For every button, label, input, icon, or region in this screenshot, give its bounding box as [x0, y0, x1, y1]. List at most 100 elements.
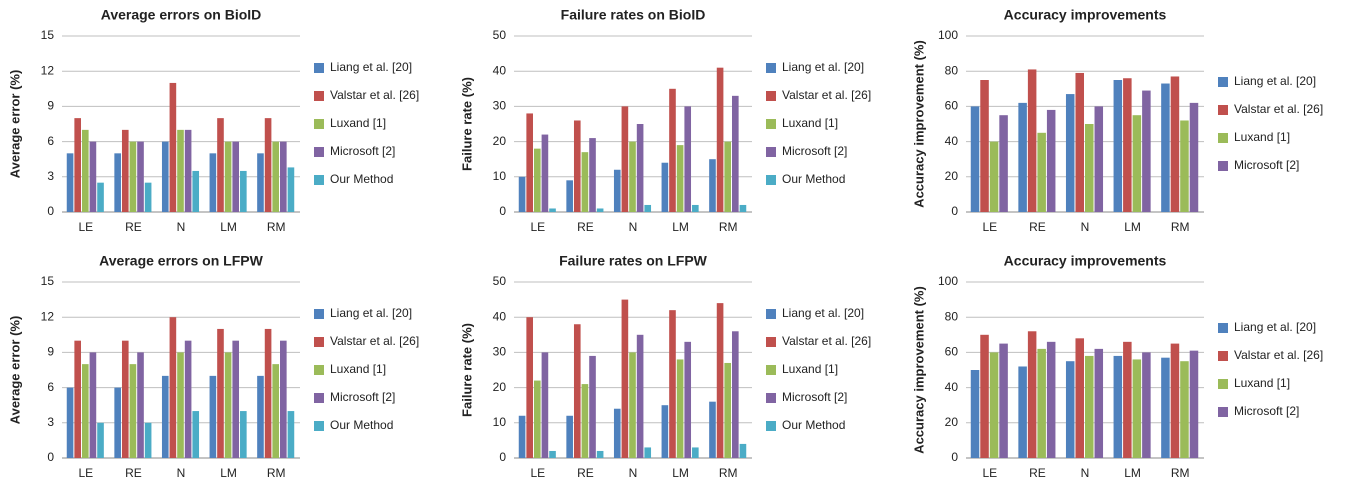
bar: [257, 153, 264, 212]
y-tick-label: 20: [945, 169, 959, 183]
bar: [533, 380, 541, 458]
legend-swatch: [766, 337, 776, 347]
legend-label: Microsoft [2]: [782, 144, 847, 158]
chart-title: Average errors on BioID: [101, 7, 262, 23]
bar: [676, 145, 684, 212]
legend-swatch: [314, 365, 324, 375]
bar: [716, 67, 724, 213]
y-tick-label: 3: [47, 169, 54, 183]
y-tick-label: 40: [945, 380, 959, 394]
bar: [581, 152, 589, 212]
y-tick-label: 60: [945, 345, 959, 359]
legend-label: Liang et al. [20]: [330, 60, 412, 74]
legend-swatch: [1218, 77, 1228, 87]
bar: [217, 118, 224, 212]
x-tick-label: RE: [125, 220, 142, 234]
bar: [596, 450, 604, 458]
bar: [144, 182, 152, 212]
bar: [224, 352, 232, 458]
bar: [240, 411, 247, 458]
legend-swatch: [314, 421, 324, 431]
bar: [573, 324, 581, 458]
bar: [970, 370, 980, 458]
y-tick-label: 0: [47, 204, 54, 218]
legend-label: Microsoft [2]: [330, 144, 395, 158]
bar: [1142, 90, 1151, 212]
bar: [287, 167, 295, 212]
y-tick-label: 20: [493, 380, 507, 394]
y-tick-label: 20: [945, 415, 959, 429]
bar: [581, 384, 589, 458]
legend-swatch: [314, 147, 324, 157]
legend-label: Luxand [1]: [1234, 130, 1290, 144]
bar: [709, 401, 716, 458]
y-tick-label: 80: [945, 309, 959, 323]
bar: [1094, 348, 1104, 458]
legend-swatch: [766, 175, 776, 185]
bar: [264, 328, 272, 458]
bar: [669, 310, 676, 458]
y-tick-label: 40: [945, 134, 959, 148]
chart-title: Failure rates on BioID: [561, 7, 706, 23]
bar: [566, 415, 573, 458]
bar: [676, 359, 684, 458]
bar: [989, 352, 999, 458]
bar: [1170, 76, 1180, 212]
y-tick-label: 10: [493, 415, 507, 429]
bar: [161, 375, 169, 458]
bar: [613, 169, 621, 212]
bar: [224, 141, 232, 212]
x-tick-label: RM: [719, 220, 738, 234]
chart: Failure rates on BioID Failure rate (%) 0 1…: [459, 7, 871, 234]
legend-label: Our Method: [782, 418, 845, 432]
legend-swatch: [766, 365, 776, 375]
legend-swatch: [766, 309, 776, 319]
bar: [644, 204, 652, 212]
y-axis-label: Failure rate (%): [459, 77, 474, 171]
bar: [1085, 124, 1094, 212]
x-tick-label: LE: [78, 466, 93, 480]
y-tick-label: 15: [41, 28, 55, 42]
bar: [89, 141, 97, 212]
bar: [573, 120, 581, 212]
y-tick-label: 15: [41, 274, 55, 288]
bar: [1161, 357, 1170, 458]
bar: [1189, 350, 1199, 458]
y-tick-label: 9: [47, 345, 54, 359]
chart: Accuracy improvements Accuracy improvemen…: [911, 253, 1323, 480]
x-tick-label: LE: [982, 220, 997, 234]
bar: [636, 124, 644, 212]
legend-label: Our Method: [782, 172, 845, 186]
bar: [1113, 355, 1123, 458]
bar: [526, 317, 533, 458]
bar: [209, 375, 217, 458]
bar: [81, 129, 89, 212]
bar: [692, 204, 699, 212]
x-tick-label: N: [1081, 220, 1090, 234]
y-tick-label: 100: [938, 274, 958, 288]
y-tick-label: 10: [493, 169, 507, 183]
bar: [661, 405, 669, 458]
bar: [709, 159, 716, 212]
legend-label: Microsoft [2]: [330, 390, 395, 404]
legend-label: Luxand [1]: [782, 116, 838, 130]
bar: [621, 106, 629, 212]
x-tick-label: LM: [672, 466, 689, 480]
bar: [1018, 102, 1027, 212]
bar: [724, 141, 732, 212]
bar: [549, 450, 556, 458]
y-tick-label: 0: [499, 450, 506, 464]
legend-swatch: [766, 421, 776, 431]
legend-swatch: [1218, 161, 1228, 171]
x-tick-label: LM: [1124, 220, 1141, 234]
bar: [184, 129, 192, 212]
legend-label: Liang et al. [20]: [330, 306, 412, 320]
bar: [724, 362, 732, 458]
bar: [169, 82, 177, 212]
x-tick-label: LM: [1124, 466, 1141, 480]
x-tick-label: N: [629, 466, 638, 480]
x-tick-label: N: [177, 220, 186, 234]
bar: [541, 134, 549, 212]
x-tick-label: RE: [577, 466, 594, 480]
